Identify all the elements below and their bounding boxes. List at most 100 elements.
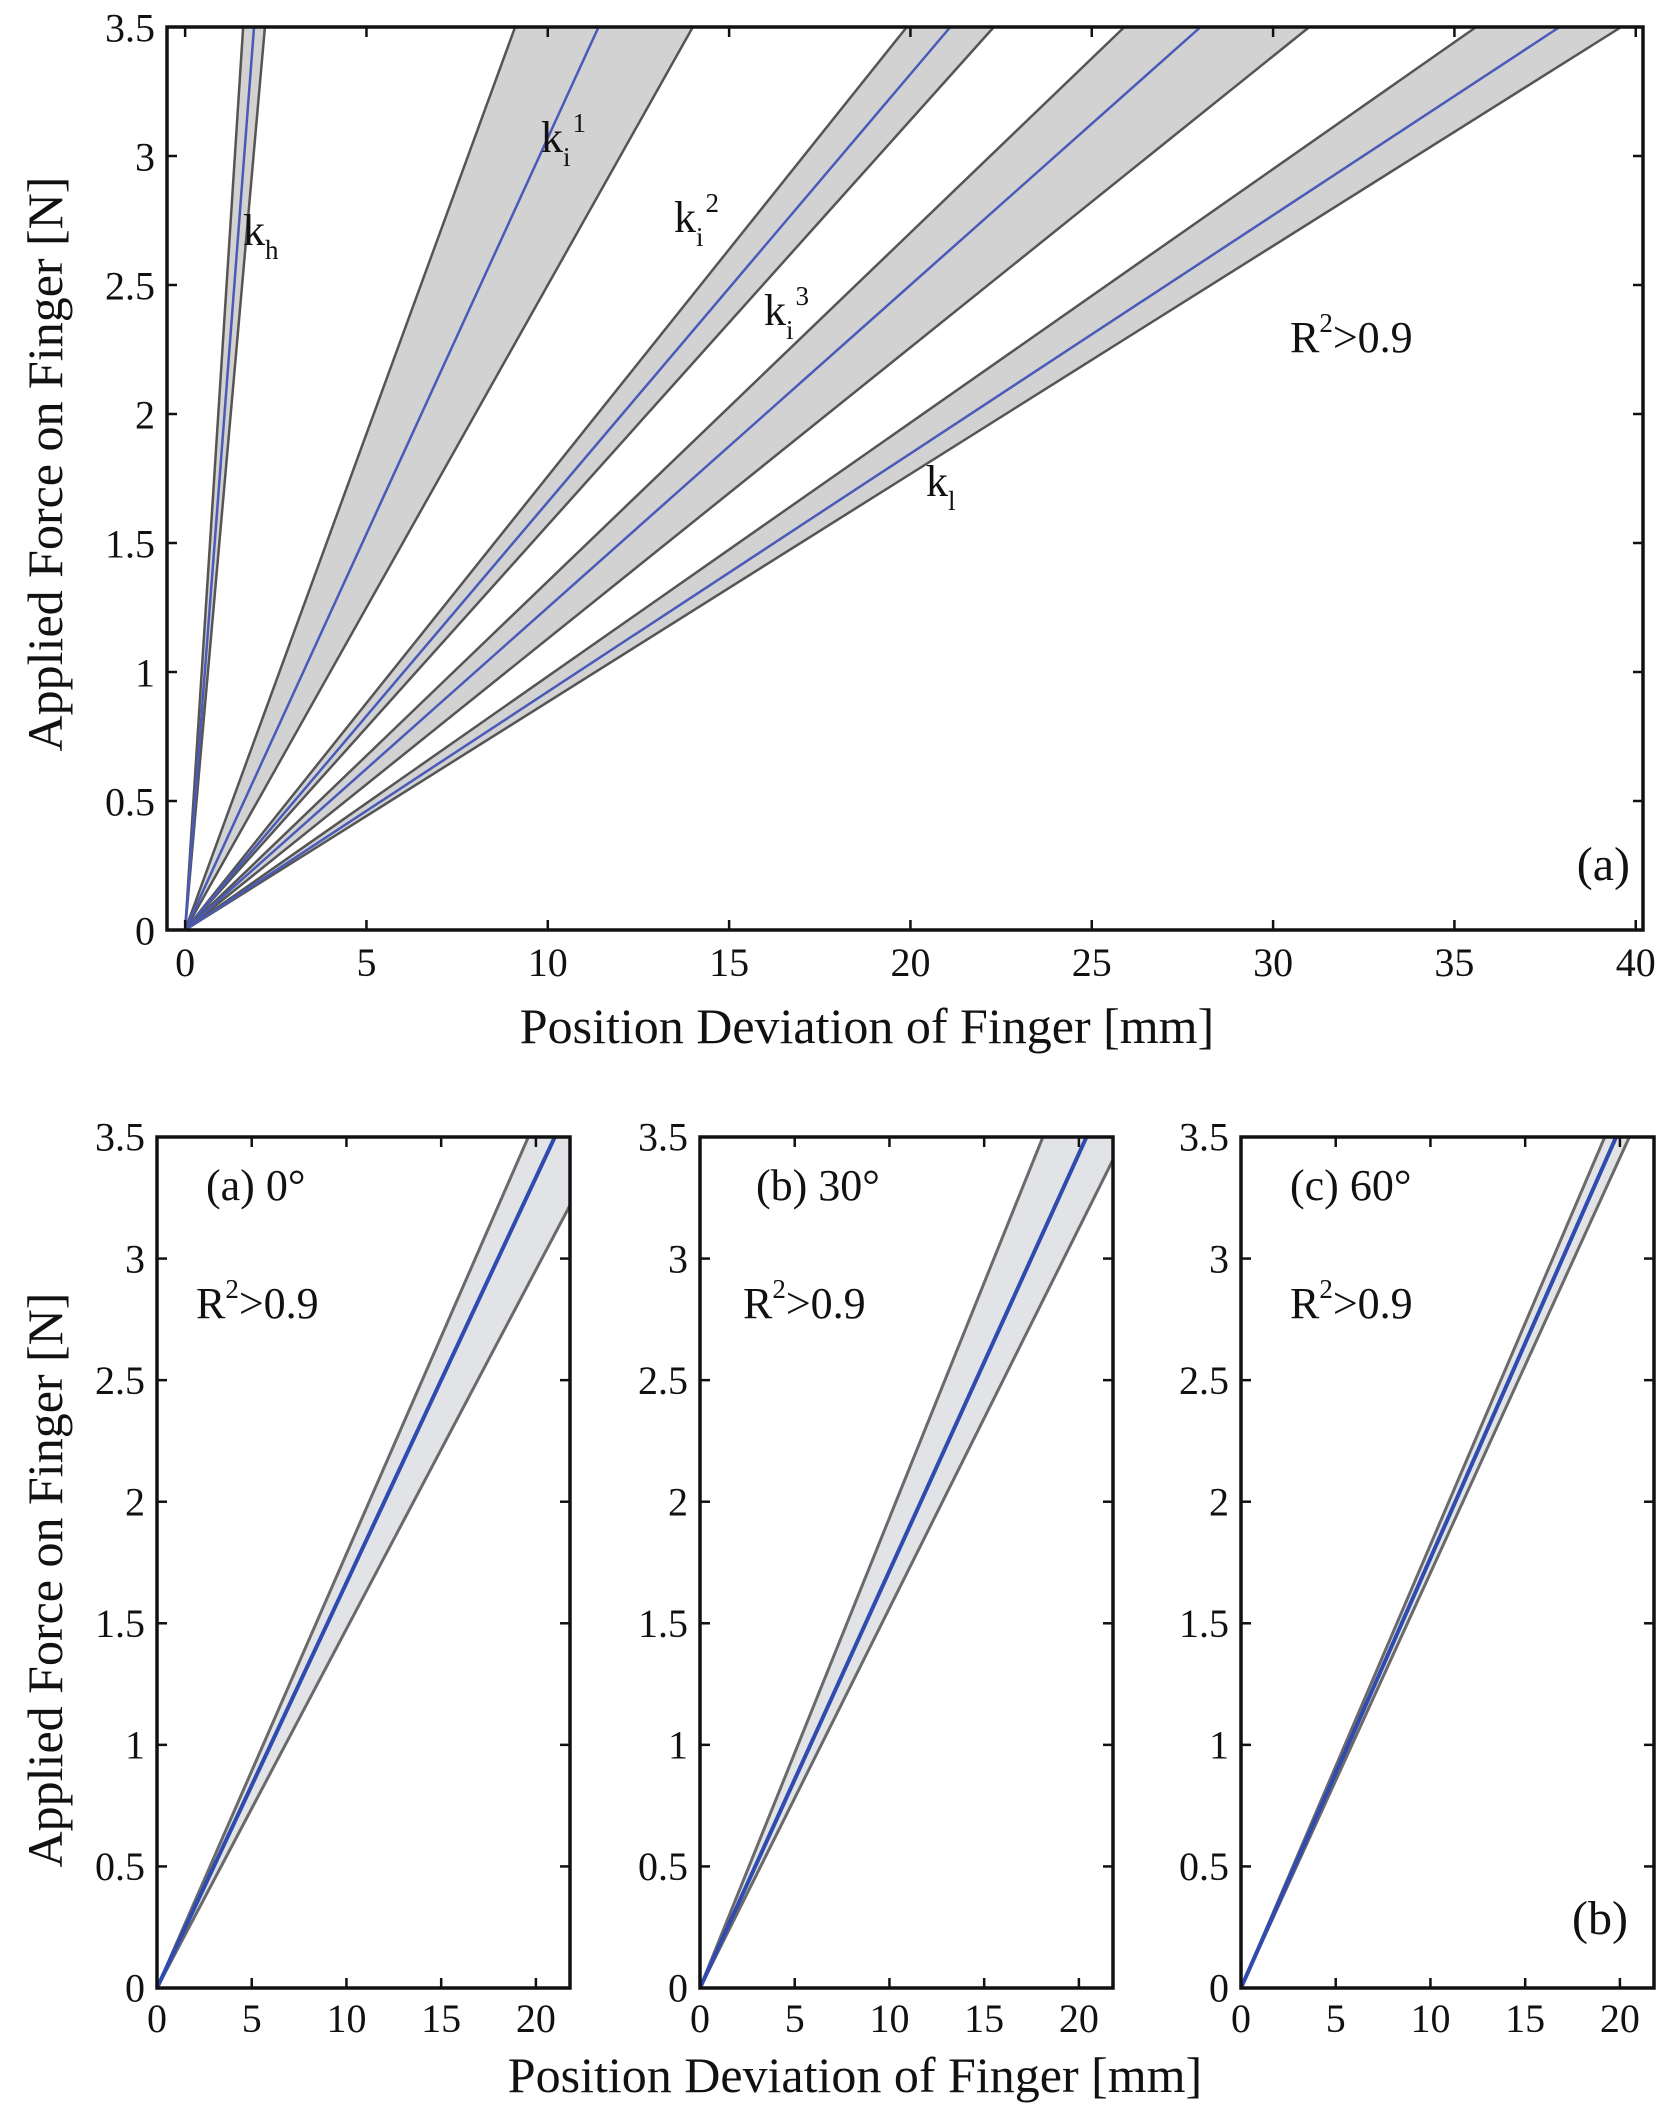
panel-30deg-band	[700, 1137, 1113, 1988]
panel-0deg-y-tick-label: 0.5	[95, 1844, 145, 1889]
top-lines	[183, 25, 1622, 932]
band-upper-edge-3	[184, 26, 1311, 931]
series-label-k-h: kh	[243, 206, 279, 265]
panel-0deg-band	[157, 1137, 570, 1988]
panel-0deg-x-tick-label: 0	[147, 1996, 167, 2041]
top-y-tick-label: 2.5	[105, 263, 155, 308]
top-ticks: 0 5 10 15 20 25 30 35 40 0 0.5 1 1.5 2 2.5 3 3.5	[105, 5, 1656, 985]
panel-60deg-y-tick-label: 3	[1209, 1236, 1229, 1281]
panel-30deg-fit-line	[700, 1137, 1089, 1988]
panel-0deg-y-tick-label: 1	[125, 1723, 145, 1768]
panel-60deg-x-tick-label: 10	[1410, 1996, 1450, 2041]
bottom-panel-tag: (b)	[1572, 1892, 1628, 1945]
top-chart: 0 5 10 15 20 25 30 35 40 0 0.5 1 1.5 2 2.5 3 3.5 kh ki1 …	[17, 5, 1656, 1054]
panel-30deg-y-tick-label: 3.5	[638, 1115, 688, 1160]
top-x-tick-label: 25	[1072, 940, 1112, 985]
panel-0deg-r2: R2>0.9	[196, 1274, 319, 1328]
panel-30deg-frame	[698, 1135, 1115, 1990]
top-y-tick-label: 3	[135, 134, 155, 179]
panel-60deg-y-tick-label: 1	[1209, 1723, 1229, 1768]
panel-60deg-y-tick-label: 2	[1209, 1479, 1229, 1524]
panel-30deg-x-tick-label: 5	[785, 1996, 805, 2041]
top-y-tick-label: 1	[135, 650, 155, 695]
top-x-tick-label: 35	[1434, 940, 1474, 985]
panel-0deg-band-fill	[157, 1137, 570, 1988]
top-x-tick-label: 30	[1253, 940, 1293, 985]
bottom-panel-30deg: 0 5 10 15 20 0 0.5 1 1.5 2 2.5 3 3.5 (b) 30° R2>0.9	[638, 1115, 1115, 2041]
panel-30deg-ticks: 0 5 10 15 20 0 0.5 1 1.5 2 2.5 3 3.5	[638, 1115, 1113, 2041]
panel-30deg-band-lower-edge	[700, 1156, 1113, 1988]
panel-0deg-y-tick-label: 2	[125, 1479, 145, 1524]
panel-30deg-y-tick-label: 0	[668, 1966, 688, 2011]
panel-0deg-y-tick-label: 2.5	[95, 1358, 145, 1403]
panel-30deg-x-tick-label: 20	[1059, 1996, 1099, 2041]
fit-line-k-l	[184, 25, 1561, 932]
band-lower-edge-0	[183, 26, 245, 931]
panel-0deg-band-lower-edge	[157, 1202, 570, 1988]
panel-0deg-lines	[157, 1137, 570, 1988]
panel-60deg-title: (c) 60°	[1290, 1161, 1411, 1210]
panel-0deg-x-tick-label: 10	[326, 1996, 366, 2041]
top-y-axis-title: Applied Force on Finger [N]	[17, 177, 73, 752]
band-lower-edge-4	[184, 25, 1477, 932]
top-y-tick-label: 3.5	[105, 5, 155, 50]
top-y-tick-label: 1.5	[105, 521, 155, 566]
panel-30deg-r2: R2>0.9	[743, 1274, 866, 1328]
top-x-tick-label: 40	[1616, 940, 1656, 985]
panel-0deg-y-tick-label: 3	[125, 1236, 145, 1281]
panel-60deg-y-tick-label: 0.5	[1179, 1844, 1229, 1889]
panel-30deg-y-tick-label: 2	[668, 1479, 688, 1524]
panel-30deg-band-fill	[700, 1137, 1113, 1988]
panel-30deg-title: (b) 30°	[756, 1161, 880, 1210]
panel-60deg-x-tick-label: 5	[1326, 1996, 1346, 2041]
band-upper-edge-4	[184, 25, 1622, 932]
top-series-labels: kh ki1 ki2 ki3 kl	[243, 108, 956, 516]
series-label-k-i1: ki1	[541, 108, 586, 172]
panel-30deg-x-tick-label: 0	[690, 1996, 710, 2041]
panel-60deg-fit-line	[1241, 1137, 1618, 1988]
fit-line-k-i-2	[184, 26, 952, 931]
panel-0deg-x-tick-label: 20	[516, 1996, 556, 2041]
panel-30deg-y-tick-label: 1	[668, 1723, 688, 1768]
panel-30deg-band-upper-edge	[700, 1137, 1045, 1988]
fit-line-k-i-1	[183, 26, 600, 931]
band-upper-edge-1	[184, 26, 694, 931]
band-lower-edge-1	[183, 26, 517, 931]
panel-0deg-frame	[155, 1135, 572, 1990]
series-label-k-i2: ki2	[674, 188, 719, 252]
panel-60deg-x-tick-label: 15	[1505, 1996, 1545, 2041]
top-x-tick-label: 10	[528, 940, 568, 985]
panel-0deg-band-upper-edge	[157, 1137, 530, 1988]
panel-60deg-band-lower-edge	[1241, 1137, 1631, 1988]
panel-60deg-y-tick-label: 2.5	[1179, 1358, 1229, 1403]
panel-0deg-ticks: 0 5 10 15 20 0 0.5 1 1.5 2 2.5 3 3.5	[95, 1115, 570, 2041]
panel-60deg-y-tick-label: 1.5	[1179, 1601, 1229, 1646]
series-label-k-l: kl	[926, 457, 956, 516]
top-x-tick-label: 15	[709, 940, 749, 985]
panel-60deg-r2: R2>0.9	[1290, 1274, 1413, 1328]
panel-60deg-x-tick-label: 20	[1600, 1996, 1640, 2041]
panel-60deg-frame	[1239, 1135, 1656, 1990]
fit-line-k-i-3	[184, 26, 1202, 931]
panel-0deg-y-tick-label: 1.5	[95, 1601, 145, 1646]
bottom-y-axis-title: Applied Force on Finger [N]	[17, 1293, 73, 1868]
panel-30deg-y-tick-label: 2.5	[638, 1358, 688, 1403]
top-y-tick-label: 0	[135, 908, 155, 953]
series-label-k-i3: ki3	[764, 281, 809, 345]
bottom-panel-0deg: 0 5 10 15 20 0 0.5 1 1.5 2 2.5 3 3.5 (a) 0° R2>0.9	[95, 1115, 572, 2041]
panel-30deg-x-tick-label: 10	[869, 1996, 909, 2041]
band-upper-edge-2	[184, 26, 995, 931]
panel-60deg-lines	[1241, 1137, 1631, 1988]
panel-60deg-y-tick-label: 0	[1209, 1966, 1229, 2011]
top-y-tick-label: 0.5	[105, 779, 155, 824]
top-x-tick-label: 0	[175, 940, 195, 985]
panel-30deg-y-tick-label: 3	[668, 1236, 688, 1281]
band-lower-edge-2	[184, 26, 908, 931]
top-x-tick-label: 5	[356, 940, 376, 985]
top-plot-frame	[165, 25, 1645, 932]
panel-30deg-y-tick-label: 0.5	[638, 1844, 688, 1889]
panel-0deg-x-tick-label: 5	[242, 1996, 262, 2041]
top-r2-annotation: R2>0.9	[1290, 308, 1413, 362]
top-panel-tag: (a)	[1577, 838, 1630, 891]
